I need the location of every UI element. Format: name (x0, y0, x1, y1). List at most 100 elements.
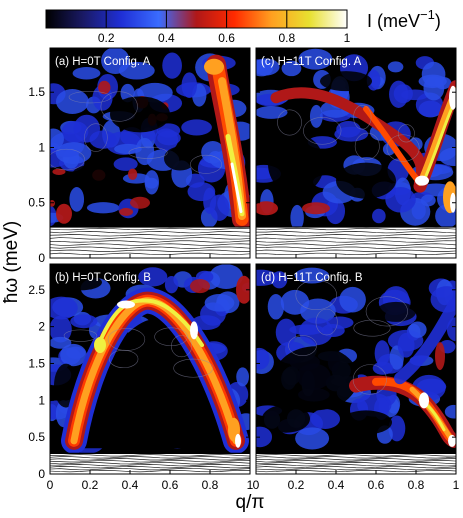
elastic-contour (50, 240, 250, 243)
y-tick-label: 1.5 (28, 356, 45, 370)
intensity-blob (55, 142, 92, 164)
intensity-blob (325, 197, 346, 225)
colorbar (45, 9, 348, 29)
contour-line (303, 117, 342, 145)
intensity-blob (50, 128, 64, 150)
elastic-contour (50, 456, 250, 459)
x-tick-label: 0 (47, 478, 54, 492)
intensity-blob (110, 96, 170, 133)
elastic-contour (256, 460, 456, 463)
elastic-contour (256, 243, 456, 246)
elastic-contour (50, 465, 250, 469)
intensity-blob (295, 427, 330, 450)
intensity-blob (336, 121, 361, 138)
intensity-blob (387, 61, 404, 73)
intensity-blob (274, 346, 358, 411)
contour-line (190, 154, 223, 174)
intensity-blob (374, 340, 390, 367)
dispersion-band (230, 162, 243, 214)
panel-frame (255, 47, 457, 259)
colorbar-ticks: 0.2 0.4 0.6 0.8 1 (98, 10, 351, 45)
intensity-blob (70, 314, 98, 329)
elastic-contour (256, 234, 456, 237)
colorbar-label-main: I (meV (367, 11, 420, 31)
elastic-contour (50, 460, 250, 463)
contour-line (353, 105, 372, 130)
intensity-blob (256, 201, 278, 216)
elastic-contour (256, 469, 456, 473)
elastic-contour (50, 252, 250, 256)
intensity-blob (340, 410, 392, 435)
panel-title: (c) H=11T Config. A (261, 56, 362, 68)
intensity-blob (58, 274, 102, 291)
elastic-contour (256, 240, 456, 243)
intensity-blob (98, 80, 111, 95)
x-tick-label: 1 (247, 478, 254, 492)
elastic-contour (50, 246, 250, 249)
panel-d-h11t-config-b: (d) H=11T Config. B 0 0.2 0.4 0.6 0.8 1 (253, 263, 460, 492)
elastic-contour (50, 231, 250, 234)
intensity-blob (302, 202, 330, 215)
intensity-blob (190, 321, 198, 340)
intensity-blob (300, 298, 336, 324)
intensity-blob (144, 170, 159, 195)
intensity-blob (393, 84, 413, 104)
intensity-blob (236, 367, 249, 387)
heatmap-area (256, 48, 456, 258)
intensity-blob (289, 324, 325, 335)
intensity-blob (366, 69, 381, 91)
x-axis-label: q/π (236, 492, 265, 513)
contour-line (353, 319, 391, 337)
intensity-blob (298, 48, 333, 70)
contour-line (154, 327, 188, 347)
panel-title: (a) H=0T Config. A (55, 56, 151, 68)
x-tick-label: 0.6 (368, 478, 385, 492)
intensity-blob (56, 203, 72, 224)
colorbar-tick-label: 0.6 (218, 31, 235, 45)
intensity-blob (117, 300, 135, 309)
contour-line (109, 349, 139, 369)
elastic-contour (256, 237, 456, 240)
elastic-contour (256, 454, 456, 457)
intensity-blob (201, 141, 225, 164)
elastic-contour (50, 454, 250, 457)
intensity-blob (61, 121, 89, 143)
panel-b-h0t-config-b: (b) H=0T Config. B 0 0.5 1 1.5 2 2.5 0 0.2 0.4 0.6… (28, 263, 254, 492)
intensity-blob (372, 208, 386, 224)
intensity-blob (416, 378, 447, 395)
contour-line (352, 364, 387, 395)
intensity-blob (60, 343, 87, 367)
x-tick-label: 0 (253, 478, 260, 492)
dispersion-band (98, 298, 204, 348)
intensity-blob (55, 89, 89, 114)
elastic-contour (50, 227, 250, 231)
colorbar-label-sup: −1 (420, 7, 435, 22)
heatmap-area (50, 48, 250, 258)
intensity-blob (235, 433, 241, 448)
x-tick-label: 0.6 (162, 478, 179, 492)
colorbar-tick-label: 0.4 (158, 31, 175, 45)
elastic-contour (256, 246, 456, 249)
intensity-blob (320, 71, 372, 92)
elastic-contour (256, 464, 456, 467)
intensity-blob (209, 264, 243, 289)
panel-title: (b) H=0T Config. B (55, 272, 151, 284)
intensity-blob (435, 342, 445, 371)
intensity-blob (256, 347, 270, 370)
intensity-blob (256, 426, 273, 448)
intensity-blob (204, 58, 224, 75)
contour-line (354, 132, 380, 160)
intensity-blob (50, 315, 72, 343)
elastic-contour (256, 462, 456, 465)
contour-line (171, 335, 193, 358)
intensity-blob (321, 324, 345, 338)
elastic-contour (50, 243, 250, 246)
x-tick-label: 1 (453, 478, 460, 492)
panel-frame (255, 263, 457, 475)
contour-line (365, 296, 408, 327)
intensity-blob (153, 128, 179, 151)
contour-line (386, 134, 420, 162)
intensity-blob (408, 321, 427, 338)
elastic-contour (50, 467, 250, 471)
intensity-blob (376, 301, 416, 322)
